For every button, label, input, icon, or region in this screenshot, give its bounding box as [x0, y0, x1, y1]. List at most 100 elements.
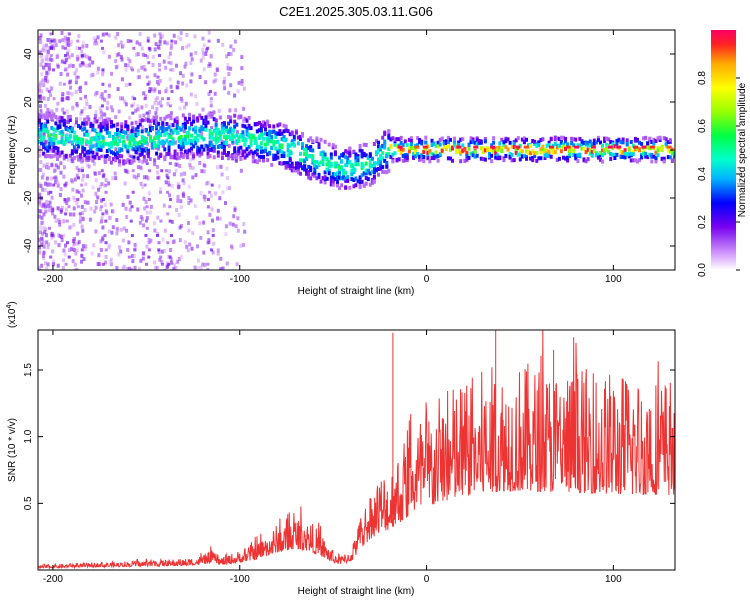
heatmap-cell [79, 85, 82, 90]
heatmap-cell [190, 246, 194, 251]
heatmap-cell [294, 165, 298, 170]
heatmap-cell [176, 35, 180, 40]
heatmap-cell [145, 205, 149, 209]
heatmap-cell [633, 145, 638, 149]
heatmap-cell [114, 176, 118, 181]
heatmap-cell [574, 153, 578, 158]
heatmap-cell [130, 145, 134, 150]
heatmap-cell [165, 122, 169, 126]
heatmap-cell [86, 200, 90, 205]
heatmap-cell [490, 153, 494, 158]
heatmap-cell [48, 182, 52, 187]
heatmap-cell [303, 164, 307, 169]
heatmap-cell [389, 154, 393, 159]
heatmap-cell [62, 82, 66, 86]
heatmap-cell [69, 85, 72, 90]
heatmap-cell [475, 142, 479, 147]
heatmap-cell [76, 39, 80, 43]
heatmap-cell [190, 138, 194, 143]
heatmap-cell [549, 154, 553, 159]
heatmap-cell [336, 179, 339, 184]
heatmap-cell [494, 147, 498, 152]
heatmap-cell [114, 132, 117, 136]
heatmap-cell [88, 105, 92, 109]
heatmap-cell [68, 248, 71, 253]
heatmap-cell [409, 139, 413, 143]
heatmap-cell [88, 129, 92, 134]
heatmap-cell [522, 136, 526, 141]
heatmap-cell [38, 118, 41, 123]
heatmap-cell [171, 141, 175, 146]
heatmap-cell [75, 200, 79, 205]
heatmap-cell [194, 125, 198, 130]
heatmap-cell [146, 131, 150, 136]
heatmap-cell [385, 160, 389, 165]
heatmap-cell [266, 132, 270, 136]
heatmap-cell [133, 97, 137, 101]
heatmap-cell [149, 205, 153, 209]
heatmap-cell [196, 149, 200, 154]
heatmap-cell [338, 165, 341, 170]
heatmap-cell [153, 260, 157, 265]
heatmap-cell [525, 149, 528, 154]
heatmap-cell [89, 139, 93, 144]
heatmap-cell [214, 191, 217, 196]
heatmap-cell [153, 141, 157, 146]
heatmap-cell [317, 174, 321, 179]
heatmap-cell [134, 130, 138, 135]
heatmap-cell [104, 219, 108, 223]
heatmap-cell [52, 262, 55, 267]
heatmap-cell [140, 129, 144, 134]
heatmap-cell [75, 189, 79, 194]
heatmap-cell [114, 158, 117, 163]
heatmap-cell [101, 69, 105, 74]
heatmap-cell [107, 147, 111, 152]
heatmap-cell [216, 38, 220, 43]
heatmap-cell [508, 155, 512, 160]
heatmap-cell [432, 141, 436, 146]
heatmap-cell [165, 114, 169, 119]
heatmap-cell [59, 170, 63, 175]
heatmap-cell [182, 194, 186, 198]
heatmap-cell [181, 124, 185, 129]
heatmap-cell [200, 135, 204, 140]
heatmap-cell [449, 156, 452, 161]
heatmap-cell [416, 152, 420, 157]
heatmap-cell [114, 152, 117, 157]
heatmap-cell [206, 147, 210, 152]
heatmap-cell [52, 153, 56, 158]
heatmap-cell [66, 91, 70, 96]
heatmap-cell [46, 203, 50, 208]
heatmap-cell [193, 204, 197, 208]
heatmap-cell [416, 143, 420, 148]
heatmap-cell [40, 236, 44, 241]
heatmap-cell [76, 75, 80, 79]
heatmap-cell [225, 166, 229, 171]
heatmap-cell [348, 153, 352, 158]
heatmap-cell [236, 216, 240, 221]
heatmap-cell [562, 144, 565, 149]
heatmap-cell [294, 168, 298, 173]
heatmap-cell [190, 72, 194, 77]
heatmap-cell [301, 142, 304, 147]
heatmap-cell [203, 195, 207, 199]
heatmap-cell [168, 162, 172, 165]
heatmap-cell [64, 137, 68, 142]
heatmap-cell [220, 127, 224, 132]
heatmap-cell [360, 164, 365, 169]
heatmap-cell [47, 208, 51, 213]
heatmap-cell [129, 66, 133, 71]
heatmap-cell [486, 147, 489, 152]
heatmap-cell [72, 135, 76, 140]
heatmap-cell [125, 214, 129, 219]
heatmap-cell [176, 259, 180, 264]
heatmap-cell [99, 109, 103, 114]
heatmap-cell [366, 168, 370, 173]
heatmap-cell [109, 160, 113, 165]
heatmap-cell [95, 41, 99, 46]
heatmap-cell [257, 158, 261, 162]
heatmap-cell [325, 162, 329, 167]
heatmap-cell [40, 115, 44, 119]
heatmap-cell [311, 172, 315, 177]
heatmap-cell [44, 261, 48, 266]
